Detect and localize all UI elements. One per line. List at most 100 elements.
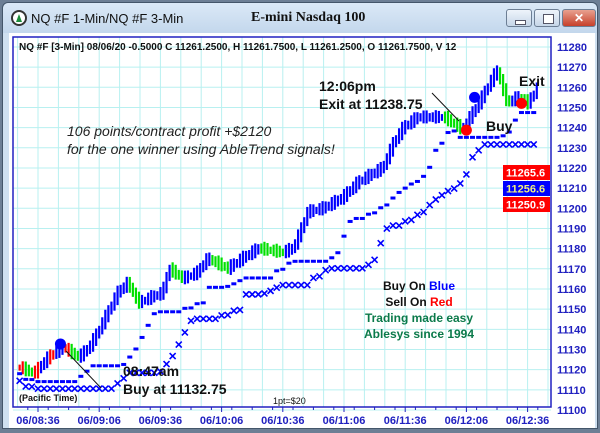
trend-stop-x — [113, 379, 122, 387]
legend-company: Ablesys since 1994 — [364, 327, 474, 341]
y-tick-label: 11140 — [557, 324, 586, 336]
point-value-label: 1pt=$20 — [273, 396, 306, 406]
trend-stop-x — [401, 217, 409, 225]
buy-signal-dot — [469, 91, 481, 103]
trend-stop-x — [65, 385, 73, 393]
price-tag — [503, 197, 550, 212]
exit-arrow — [431, 92, 460, 122]
price-tag-label: 11256.6 — [506, 184, 545, 196]
y-tick-label: 11180 — [557, 244, 586, 256]
trend-stop-x — [462, 170, 470, 178]
minimize-button[interactable] — [506, 9, 532, 27]
trend-stop-x — [407, 216, 415, 224]
trend-stop-x — [505, 140, 513, 148]
y-tick-label: 11170 — [557, 264, 586, 276]
trend-stop-x — [413, 211, 422, 219]
trend-stop-x — [438, 191, 446, 199]
trend-stop-x — [395, 221, 403, 230]
trend-stop-x — [83, 385, 91, 393]
y-tick-label: 11270 — [557, 62, 587, 74]
x-tick-label: 06/11:06 — [323, 415, 366, 427]
trend-stop-x — [499, 140, 507, 148]
trend-stops — [16, 111, 538, 393]
chart-area: 11280 11270 11260 11250 11240 11230 11220 11210… — [9, 33, 595, 428]
trend-stop-x — [346, 264, 354, 272]
profit-note-line2: for the one winner using AbleTrend signa… — [67, 141, 335, 157]
trend-stop-x — [89, 385, 97, 393]
trend-stop-x — [530, 140, 538, 148]
trend-stop-x — [101, 385, 109, 393]
trend-stop-x — [468, 153, 477, 161]
trend-stop-x — [358, 264, 366, 272]
chart-title: E-mini Nasdaq 100 — [251, 10, 366, 25]
x-tick-label: 06/08:36 — [16, 415, 59, 427]
grid — [13, 37, 551, 411]
title-bar: NQ #F 1-Min/NQ #F 3-Min E-mini Nasdaq 10… — [3, 3, 597, 33]
trend-stop-x — [364, 261, 373, 269]
trend-stop-x — [120, 374, 128, 382]
y-tick-label: 11210 — [557, 183, 587, 195]
price-tag — [503, 165, 550, 180]
trend-stop-x — [16, 377, 24, 385]
trend-stop-x — [273, 284, 281, 292]
trend-stop-x — [71, 385, 79, 393]
trend-stop-x — [22, 382, 30, 390]
trend-stop-x — [322, 266, 330, 274]
trend-stop-x — [169, 352, 177, 360]
trend-stop-x — [193, 315, 201, 323]
legend-sell: Sell On Red — [385, 295, 452, 309]
price-chart: 11280 11270 11260 11250 11240 11230 11220 11210… — [12, 36, 587, 427]
maximize-button[interactable] — [534, 9, 560, 27]
y-tick-label: 11100 — [557, 405, 586, 417]
x-tick-label: 06/10:06 — [200, 415, 243, 427]
trend-stop-x — [205, 315, 213, 323]
trend-stop-x — [52, 385, 60, 393]
buy-signal-dot — [54, 338, 66, 350]
trend-stop-x — [46, 385, 54, 393]
y-tick-label: 11160 — [557, 284, 586, 296]
trend-stop-x — [211, 315, 220, 323]
trend-stop-x — [181, 328, 189, 336]
y-tick-label: 11230 — [557, 143, 587, 155]
y-tick-label: 11260 — [557, 82, 587, 94]
trend-stop-x — [371, 256, 379, 264]
price-tag-label: 11265.6 — [506, 168, 545, 180]
trend-stop-x — [150, 369, 158, 377]
trend-stop-x — [187, 317, 195, 325]
trend-stop-x — [352, 264, 360, 272]
y-tick-label: 11190 — [557, 223, 586, 235]
trend-stop-x — [303, 281, 311, 289]
timezone-label: (Pacific Time) — [19, 393, 77, 403]
trend-stop-x — [389, 221, 397, 230]
exit-time-label: 12:06pm — [319, 78, 376, 94]
x-tick-label: 06/12:06 — [445, 415, 488, 427]
trend-stop-x — [309, 274, 317, 282]
price-tags: 11265.6 11256.6 11250.9 — [503, 165, 550, 212]
trend-stop-x — [450, 184, 458, 193]
y-tick-label: 11110 — [557, 385, 586, 397]
trend-stop-x — [162, 360, 171, 368]
trend-stop-x — [493, 140, 501, 148]
trend-stop-x — [291, 281, 299, 289]
trend-stop-x — [266, 287, 275, 295]
trend-stop-x — [144, 369, 152, 377]
trend-stop-x — [315, 272, 324, 280]
trend-stop-x — [132, 369, 140, 377]
profit-note-line1: 106 points/contract profit +$2120 — [67, 123, 272, 139]
y-tick-label: 11150 — [557, 304, 586, 316]
trend-stop-x — [236, 306, 244, 314]
price-tag-label: 11250.9 — [506, 200, 545, 212]
trend-stop-x — [58, 385, 67, 393]
trend-stop-x — [426, 201, 434, 209]
trend-stop-x — [334, 264, 342, 272]
trend-stop-x — [419, 208, 428, 216]
chart-header: NQ #F [3-Min] 08/06/20 -0.5000 C 11261.2… — [19, 42, 457, 53]
buy-arrow — [65, 350, 102, 389]
trend-stop-x — [328, 264, 336, 272]
trend-stop-x — [107, 385, 116, 393]
trend-stop-x — [517, 140, 526, 148]
close-button[interactable]: ✕ — [562, 9, 596, 27]
trend-stop-x — [126, 369, 134, 377]
axes: 11280 11270 11260 11250 11240 11230 11220 11210… — [16, 42, 587, 427]
buy-label: Buy — [486, 118, 513, 134]
